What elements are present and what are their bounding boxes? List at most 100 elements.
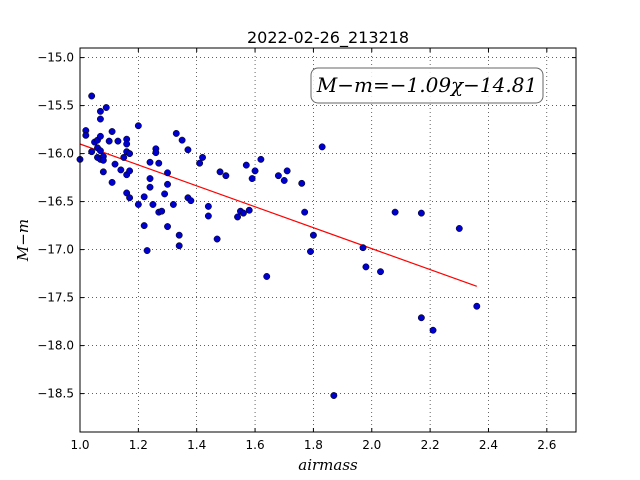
data-point [274,172,282,180]
data-point [199,153,206,161]
y-tick-label: −17.5 [37,291,74,305]
x-tick-label: 1.4 [187,438,206,452]
data-point [172,129,180,137]
x-tick-label: 1.2 [129,438,148,452]
equation-box-frame [310,67,544,104]
data-point [158,207,166,215]
data-point [187,197,195,205]
data-point [377,268,384,276]
y-tick-label: −16.0 [37,147,74,161]
y-axis-label: M−m [14,219,32,262]
data-point [330,392,338,399]
data-point [283,167,291,175]
y-tick-label: −15.0 [37,51,74,65]
x-tick-label: 2.4 [479,438,498,452]
data-point [161,190,169,198]
data-point [301,208,309,216]
data-point [146,158,154,166]
data-point [96,115,104,123]
data-point [120,153,128,161]
data-point [307,248,314,255]
data-point [102,104,110,111]
data-point [309,231,317,239]
grid [80,48,576,432]
data-point [140,222,148,230]
data-point [251,167,259,175]
data-point [417,209,425,217]
data-point [280,177,288,184]
data-point [164,180,171,188]
data-point [96,147,104,155]
plot-area [80,48,576,432]
data-point [473,302,481,310]
equation-box: M−m=−1.09χ−14.81 [310,67,544,104]
data-point [417,314,425,322]
data-point [88,148,96,156]
data-point [134,201,142,208]
data-point [204,212,212,220]
data-point [140,193,148,201]
data-point [298,179,306,187]
data-point [359,244,367,252]
data-point [164,223,171,231]
x-tick-label: 2.6 [537,438,556,452]
data-point [134,122,142,130]
data-point [222,172,230,180]
plot-frame [79,47,577,433]
y-tick-label: −18.5 [37,387,74,401]
data-point [175,242,183,250]
data-point [204,202,212,210]
data-point [429,326,437,334]
data-point [216,168,224,176]
data-point [196,159,204,167]
ticks: 1.0 1.2 1.4 1.6 1.8 2.0 2.2 2.4 2.6 −15.0 −15.5 −16… [37,48,576,452]
data-point [175,231,183,239]
data-point [234,213,242,221]
data-point [146,175,154,183]
data-point [242,161,250,169]
data-point [263,273,271,280]
x-tick-label: 1.6 [246,438,265,452]
data-point [117,166,125,174]
x-tick-label: 1.8 [304,438,323,452]
data-point [146,183,154,191]
data-point [96,107,104,115]
data-point [318,143,326,151]
y-tick-label: −17.0 [37,243,74,257]
data-point [105,137,113,145]
data-point [108,128,116,135]
data-point [123,140,131,148]
data-point [213,235,221,243]
data-point [108,178,116,186]
data-point [126,150,134,158]
y-tick-label: −18.0 [37,339,74,353]
data-point [169,201,177,208]
x-tick-label: 1.0 [70,438,89,452]
points-layer [76,92,481,399]
data-point [362,263,370,271]
fit-layer [79,143,478,287]
data-point [239,209,247,217]
data-point [455,225,463,232]
x-tick-label: 2.0 [362,438,381,452]
data-point [96,132,104,140]
data-point [88,92,96,100]
equation-annotation: M−m=−1.09χ−14.81 [316,73,537,97]
y-tick-label: −16.5 [37,195,74,209]
data-point [143,247,151,255]
data-point [178,136,186,144]
y-tick-label: −15.5 [37,99,74,113]
data-point [155,159,163,167]
fit-line [79,143,478,287]
data-point [391,208,399,216]
data-point [152,149,160,157]
data-point [111,160,119,168]
data-point [114,137,122,145]
data-point [126,194,134,202]
data-point [149,201,157,208]
chart-title: 2022-02-26_213218 [247,28,409,48]
data-point [248,175,256,183]
data-point [99,156,107,164]
x-tick-label: 2.2 [421,438,440,452]
